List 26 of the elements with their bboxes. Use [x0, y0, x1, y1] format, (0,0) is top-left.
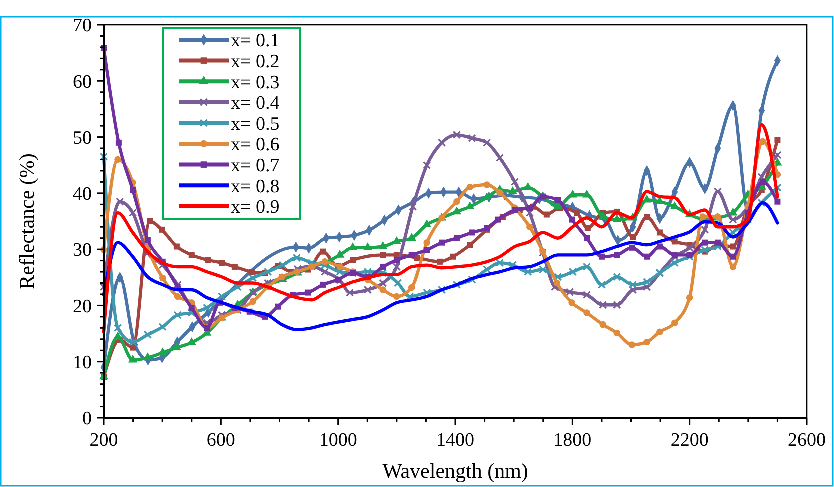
y-tick-label: 0: [82, 408, 92, 430]
legend-label: x= 0.8: [231, 176, 280, 198]
legend-label: x= 0.3: [231, 72, 280, 94]
x-tick-label: 2200: [670, 430, 709, 451]
x-tick-label: 600: [206, 430, 236, 451]
legend-label: x= 0.2: [231, 51, 280, 72]
x-tick-label: 200: [90, 430, 118, 451]
legend-label: x= 0.6: [231, 134, 280, 156]
y-tick-label: 40: [73, 184, 92, 206]
legend-label: x= 0.7: [231, 155, 280, 176]
legend-label: x= 0.9: [231, 197, 280, 218]
x-tick-label: 1800: [554, 430, 592, 451]
y-tick-label: 50: [73, 128, 92, 149]
legend-label: x= 0.5: [231, 114, 280, 135]
legend-label: x= 0.1: [231, 30, 280, 52]
x-tick-label: 1400: [436, 430, 474, 451]
x-tick-label: 2600: [788, 430, 826, 451]
y-tick-label: 20: [73, 296, 92, 318]
legend-label: x= 0.4: [231, 93, 280, 114]
y-tick-label: 30: [73, 240, 92, 262]
x-axis-title: Wavelength (nm): [382, 459, 528, 483]
y-axis-title: Reflectance (%): [15, 154, 39, 290]
y-tick-label: 10: [73, 352, 92, 374]
x-tick-label: 1000: [319, 430, 358, 451]
y-tick-label: 70: [73, 16, 92, 37]
y-tick-label: 60: [73, 72, 92, 93]
